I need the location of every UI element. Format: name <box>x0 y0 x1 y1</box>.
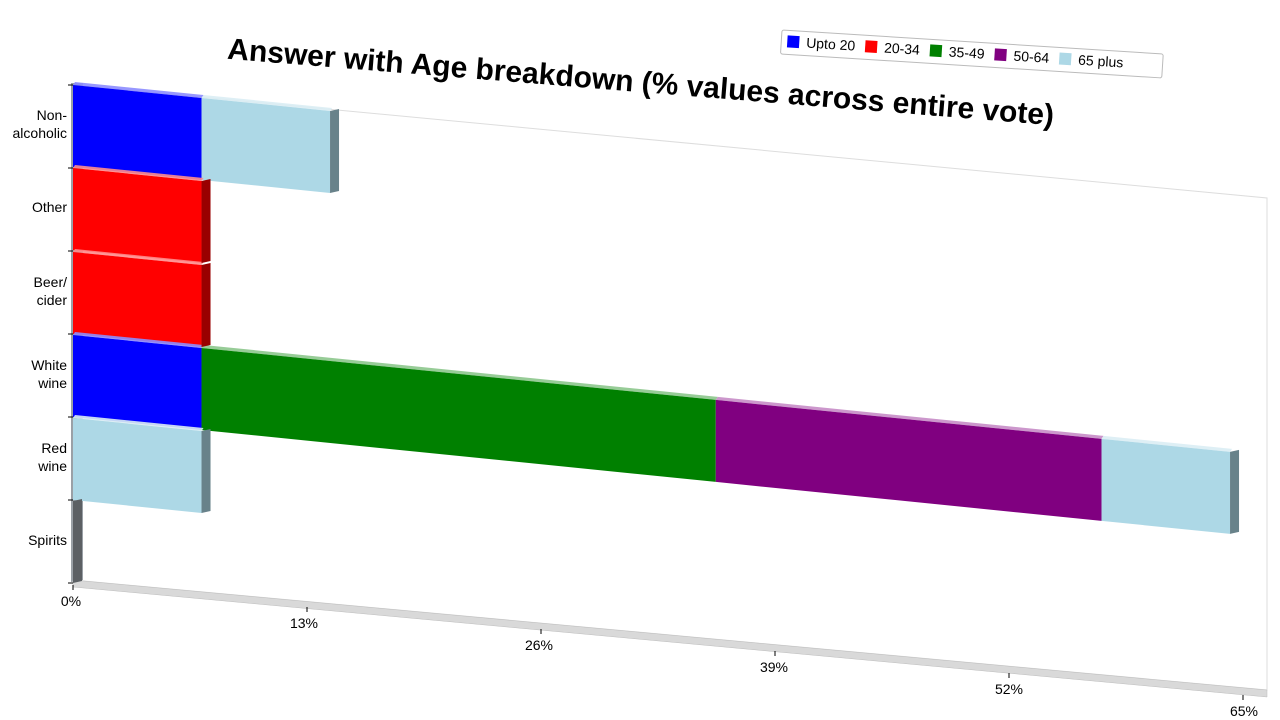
bar-side-20-34 <box>201 262 211 347</box>
bar-65-plus <box>1101 438 1231 534</box>
legend-label-50-64: 50-64 <box>1013 48 1050 66</box>
x-tick-label: 39% <box>760 659 788 675</box>
legend-label-35-49: 35-49 <box>948 44 985 62</box>
x-tick-label: 13% <box>290 615 318 631</box>
category-label: White <box>31 357 67 373</box>
bar-side-65-plus <box>201 428 211 513</box>
legend-swatch-20-34 <box>864 40 878 53</box>
bar-side-empty <box>73 499 82 583</box>
category-label: Beer/ <box>34 274 68 290</box>
category-label: Other <box>32 199 67 215</box>
bar-top-upto-20 <box>73 332 204 348</box>
x-axis-floor <box>72 579 1268 698</box>
legend-swatch-35-49 <box>929 44 943 58</box>
legend-swatch-upto-20 <box>786 35 800 49</box>
bar-20-34 <box>73 168 202 263</box>
bar-top-65-plus <box>1101 435 1233 452</box>
x-tick-label: 0% <box>61 593 81 609</box>
bar-top-upto-20 <box>73 82 204 98</box>
bar-upto-20 <box>73 335 202 430</box>
legend-label-upto-20: Upto 20 <box>806 35 856 54</box>
legend-label-65-plus: 65 plus <box>1078 52 1124 71</box>
category-labels: Non-alcoholic Other Beer/cider White wine Red… <box>13 107 68 548</box>
category-label: wine <box>37 458 67 474</box>
category-label: Non- <box>37 107 68 123</box>
bar-side-20-34 <box>201 178 211 263</box>
bar-side-65-plus <box>330 108 340 193</box>
bars <box>73 82 1240 583</box>
legend-label-20-34: 20-34 <box>884 39 921 57</box>
bar-35-49 <box>201 347 716 482</box>
x-tick-labels: 0% 13% 26% 39% 52% 65% <box>61 585 1258 719</box>
legend: Upto 20 20-34 35-49 50-64 65 plus <box>780 29 1164 79</box>
x-tick-label: 26% <box>525 637 553 653</box>
bar-20-34 <box>73 252 202 347</box>
bar-top-35-49 <box>201 344 718 400</box>
category-label: alcoholic <box>13 125 67 141</box>
category-label: Spirits <box>28 532 67 548</box>
x-tick-label: 65% <box>1230 703 1258 719</box>
bar-top-20-34 <box>73 249 204 265</box>
bar-65-plus <box>73 418 202 513</box>
legend-swatch-65-plus <box>1058 52 1072 66</box>
bar-50-64 <box>715 399 1102 521</box>
legend-swatch-50-64 <box>994 48 1007 62</box>
bar-top-50-64 <box>715 396 1104 439</box>
category-label: wine <box>37 375 67 391</box>
bar-upto-20 <box>73 85 202 180</box>
bar-65-plus <box>201 97 331 193</box>
category-label: Red <box>41 440 67 456</box>
bar-top-65-plus <box>201 94 333 111</box>
x-tick-label: 52% <box>995 681 1023 697</box>
bar-top-65-plus <box>73 415 204 431</box>
bar-top-20-34 <box>73 165 204 181</box>
category-label: cider <box>37 292 68 308</box>
bar-side-65-plus <box>1230 449 1240 534</box>
